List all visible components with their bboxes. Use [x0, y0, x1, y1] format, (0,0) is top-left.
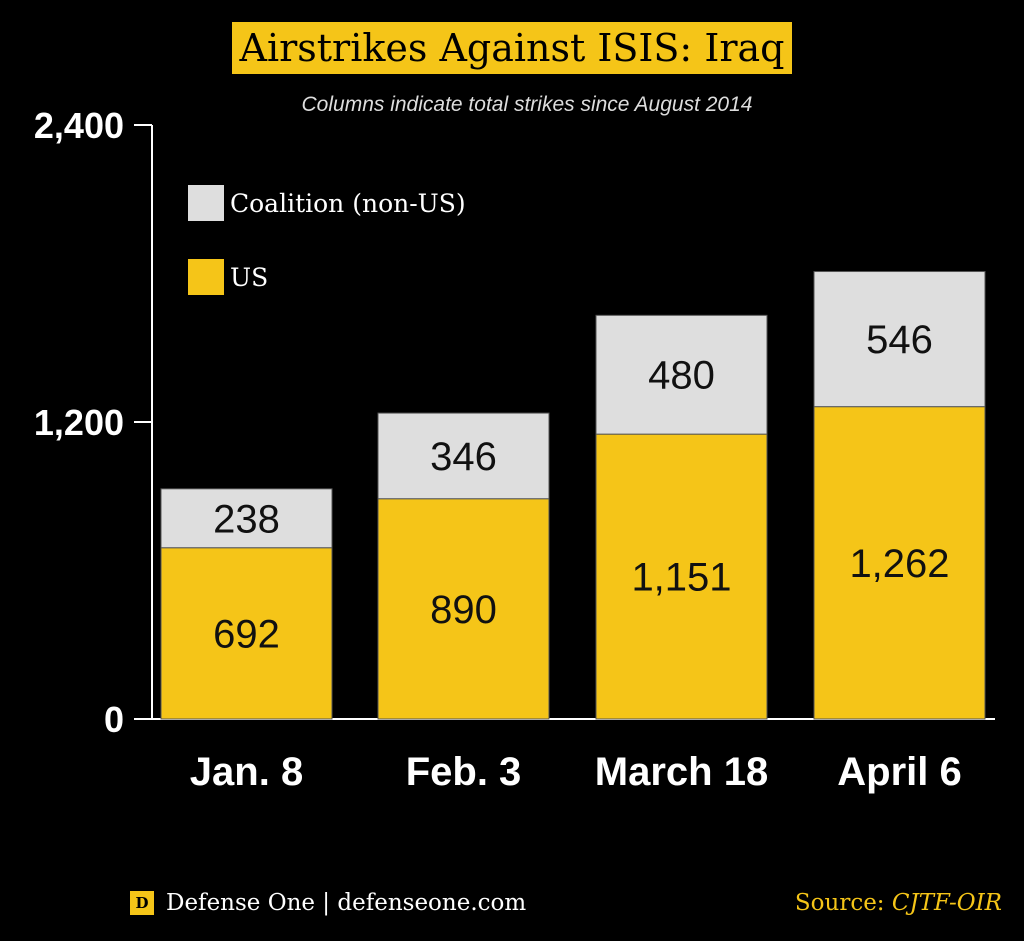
x-tick-label: Feb. 3 [406, 750, 522, 794]
defense-one-logo: D [130, 891, 154, 915]
bar-coalition [595, 314, 768, 435]
bar-coalition [813, 271, 986, 408]
x-tick-label: April 6 [837, 750, 961, 794]
bar-value-label-us: 1,262 [849, 542, 949, 586]
bar-us [813, 406, 986, 720]
y-tick-label: 1,200 [34, 402, 124, 443]
x-tick-label: March 18 [595, 750, 768, 794]
bar-value-label-us: 1,151 [631, 556, 731, 600]
legend-label-us: US [230, 262, 269, 292]
chart-subtitle: Columns indicate total strikes since Aug… [301, 93, 753, 116]
bar-us [160, 547, 333, 720]
bar-value-label-us: 890 [430, 588, 497, 632]
footer-brand-text: Defense One | defenseone.com [166, 890, 527, 916]
chart-title: Airstrikes Against ISIS: Iraq [231, 22, 793, 74]
bar-value-label-coalition: 546 [866, 318, 933, 362]
footer-source: Source: CJTF-OIR [795, 890, 1002, 916]
bar-coalition [160, 488, 333, 549]
source-label: Source: [794, 890, 885, 916]
y-tick-label: 0 [104, 699, 124, 740]
legend-item-coalition: Coalition (non-US) [188, 185, 466, 221]
x-tick-label: Jan. 8 [190, 750, 303, 794]
bar-us [377, 498, 550, 720]
legend-swatch-coalition [188, 185, 224, 221]
bar-value-label-us: 692 [213, 612, 280, 656]
bar-coalition [377, 412, 550, 500]
source-value: CJTF-OIR [891, 890, 1002, 916]
legend-item-us: US [188, 259, 268, 295]
y-tick-label: 2,400 [34, 105, 124, 146]
legend-label-coalition: Coalition (non-US) [230, 188, 466, 218]
bar-value-label-coalition: 346 [430, 435, 497, 479]
bar-value-label-coalition: 480 [648, 354, 715, 398]
legend-swatch-us [188, 259, 224, 295]
bar-us [595, 433, 768, 720]
footer-brand: D Defense One | defenseone.com [130, 890, 526, 916]
bar-value-label-coalition: 238 [213, 497, 280, 541]
